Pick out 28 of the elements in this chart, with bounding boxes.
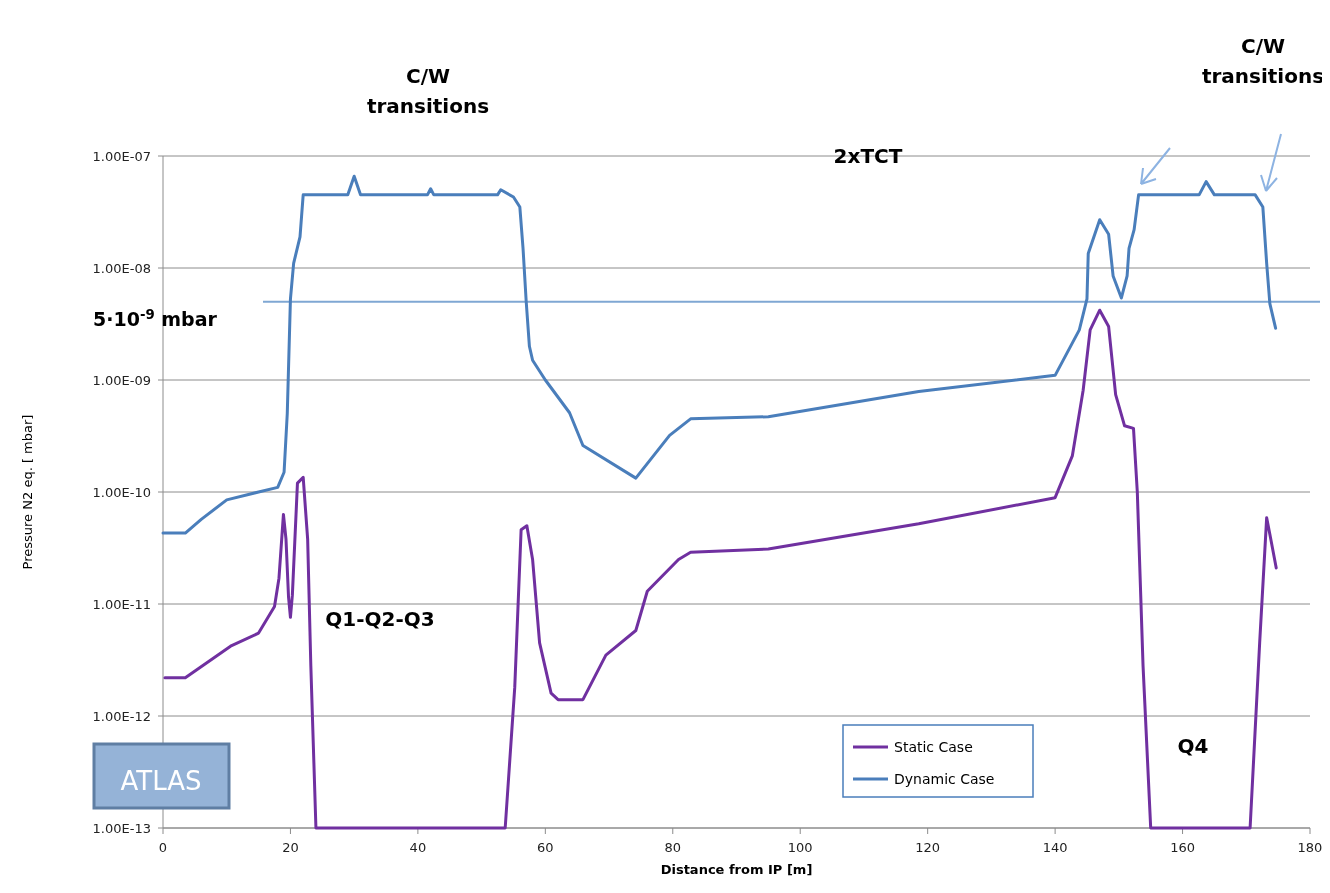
y-tick-label: 1.00E-12 <box>92 708 151 724</box>
x-tick-label: 120 <box>915 840 941 855</box>
annotation: Q4 <box>1177 734 1209 758</box>
text: C/W transitions <box>366 64 490 118</box>
x-tick-label: 100 <box>787 840 813 855</box>
ref-line-label: 5·10$^{-9}$ mbar <box>93 306 218 330</box>
x-tick-label: 180 <box>1297 840 1323 855</box>
legend-label: Dynamic Case <box>894 770 995 787</box>
x-tick-label: 140 <box>1042 840 1068 855</box>
x-axis-title: Distance from IP [m] <box>660 862 813 877</box>
x-tick-label: 40 <box>409 840 427 855</box>
annotation: ATLAS <box>120 766 202 796</box>
y-tick-label: 1.00E-09 <box>92 372 151 388</box>
y-tick-label: 1.00E-07 <box>92 148 151 164</box>
x-tick-label: 60 <box>537 840 554 855</box>
y-tick-label: 1.00E-13 <box>92 820 151 836</box>
line-series <box>161 174 1278 535</box>
y-tick-label: 1.00E-11 <box>92 596 151 612</box>
x-tick-label: 160 <box>1170 840 1195 855</box>
y-tick-label: 1.00E-10 <box>92 484 151 500</box>
annotation: 2xTCT <box>833 144 903 168</box>
y-tick-label: 1.00E-08 <box>92 260 151 276</box>
x-tick-label: 80 <box>664 840 682 855</box>
legend-label: Static Case <box>894 738 973 755</box>
y-axis-title: Pressure N2 eq. [ mbar] <box>20 414 35 570</box>
annotation: Q1-Q2-Q3 <box>325 607 435 631</box>
x-tick-label: 20 <box>282 840 299 855</box>
x-tick-label: 0 <box>158 840 168 855</box>
